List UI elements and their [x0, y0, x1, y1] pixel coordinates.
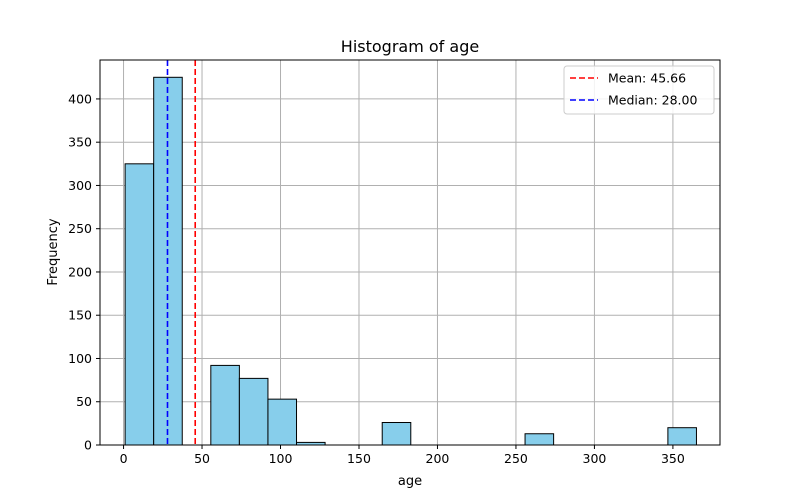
histogram-bar [381, 422, 412, 446]
x-axis-label: age [398, 474, 422, 489]
y-tick-label: 200 [68, 264, 92, 279]
y-tick-label: 300 [68, 178, 92, 193]
x-axis-ticks: 0 50 100 150 200 250 300 350 [120, 445, 685, 466]
y-tick-label: 0 [84, 438, 92, 453]
y-tick-label: 150 [68, 308, 92, 323]
legend-label: Median: 28.00 [608, 93, 697, 108]
chart-title: Histogram of age [341, 37, 479, 56]
reference-lines [166, 60, 197, 445]
grid-lines [100, 60, 720, 446]
x-tick-label: 250 [504, 451, 528, 466]
x-tick-label: 200 [426, 451, 450, 466]
histogram-bar [238, 377, 269, 446]
y-tick-label: 400 [68, 91, 92, 106]
y-axis-ticks: 0 50 100 150 200 250 300 350 400 [68, 91, 100, 453]
x-tick-label: 300 [583, 451, 607, 466]
x-tick-label: 150 [347, 451, 371, 466]
x-tick-label: 350 [661, 451, 685, 466]
legend-box [563, 65, 715, 115]
histogram-bars [124, 76, 697, 446]
histogram-bar [210, 364, 240, 446]
x-tick-label: 50 [194, 451, 210, 466]
y-tick-label: 250 [68, 221, 92, 236]
histogram-bar [524, 433, 555, 446]
plot-frame [99, 59, 721, 446]
y-tick-label: 50 [76, 394, 92, 409]
y-tick-label: 350 [68, 135, 92, 150]
legend: Mean: 45.66 Median: 28.00 [563, 65, 715, 115]
histogram-bar [267, 398, 298, 446]
legend-label: Mean: 45.66 [608, 71, 686, 86]
histogram-bar [667, 427, 697, 446]
x-tick-label: 0 [120, 451, 128, 466]
y-axis-label: Frequency [46, 218, 61, 285]
y-tick-label: 100 [68, 351, 92, 366]
histogram-bar [124, 163, 155, 446]
x-tick-label: 100 [269, 451, 293, 466]
